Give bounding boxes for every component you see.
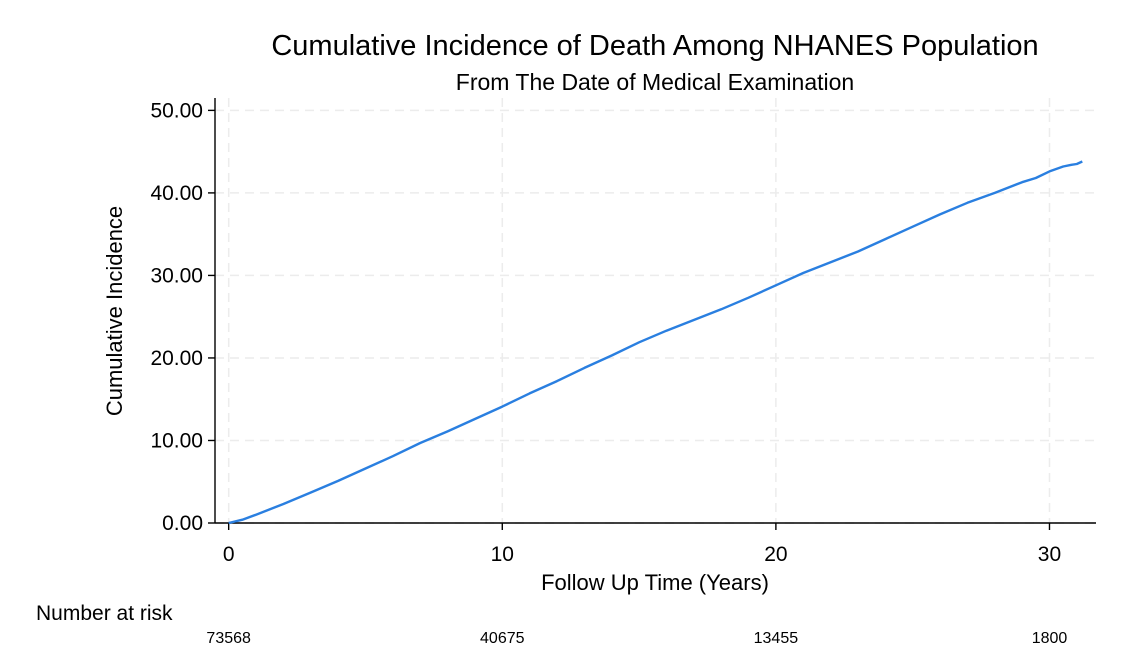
x-axis-ticks: 0 10 20 30 <box>223 523 1061 566</box>
risk-count: 40675 <box>480 630 525 647</box>
chart-subtitle: From The Date of Medical Examination <box>456 69 854 95</box>
y-tick-label: 0.00 <box>162 512 203 535</box>
x-tick-label: 30 <box>1038 543 1061 566</box>
x-axis-label: Follow Up Time (Years) <box>541 570 769 595</box>
risk-count: 13455 <box>754 630 799 647</box>
y-tick-label: 50.00 <box>150 99 203 122</box>
grid-lines <box>215 98 1096 524</box>
y-tick-label: 40.00 <box>150 182 203 205</box>
y-tick-label: 30.00 <box>150 264 203 287</box>
y-axis-label: Cumulative Incidence <box>102 206 127 416</box>
y-tick-label: 10.00 <box>150 429 203 452</box>
y-tick-label: 20.00 <box>150 347 203 370</box>
x-tick-label: 20 <box>764 543 787 566</box>
risk-table-label: Number at risk <box>36 602 173 625</box>
chart-title: Cumulative Incidence of Death Among NHAN… <box>271 30 1038 62</box>
risk-table-counts: 73568 40675 13455 1800 <box>206 630 1067 647</box>
y-axis-ticks: 0.00 10.00 20.00 30.00 40.00 50.00 <box>150 99 215 535</box>
x-tick-label: 0 <box>223 543 235 566</box>
risk-count: 73568 <box>206 630 251 647</box>
cumulative-incidence-line <box>228 160 1083 525</box>
x-tick-label: 10 <box>491 543 514 566</box>
risk-count: 1800 <box>1032 630 1068 647</box>
